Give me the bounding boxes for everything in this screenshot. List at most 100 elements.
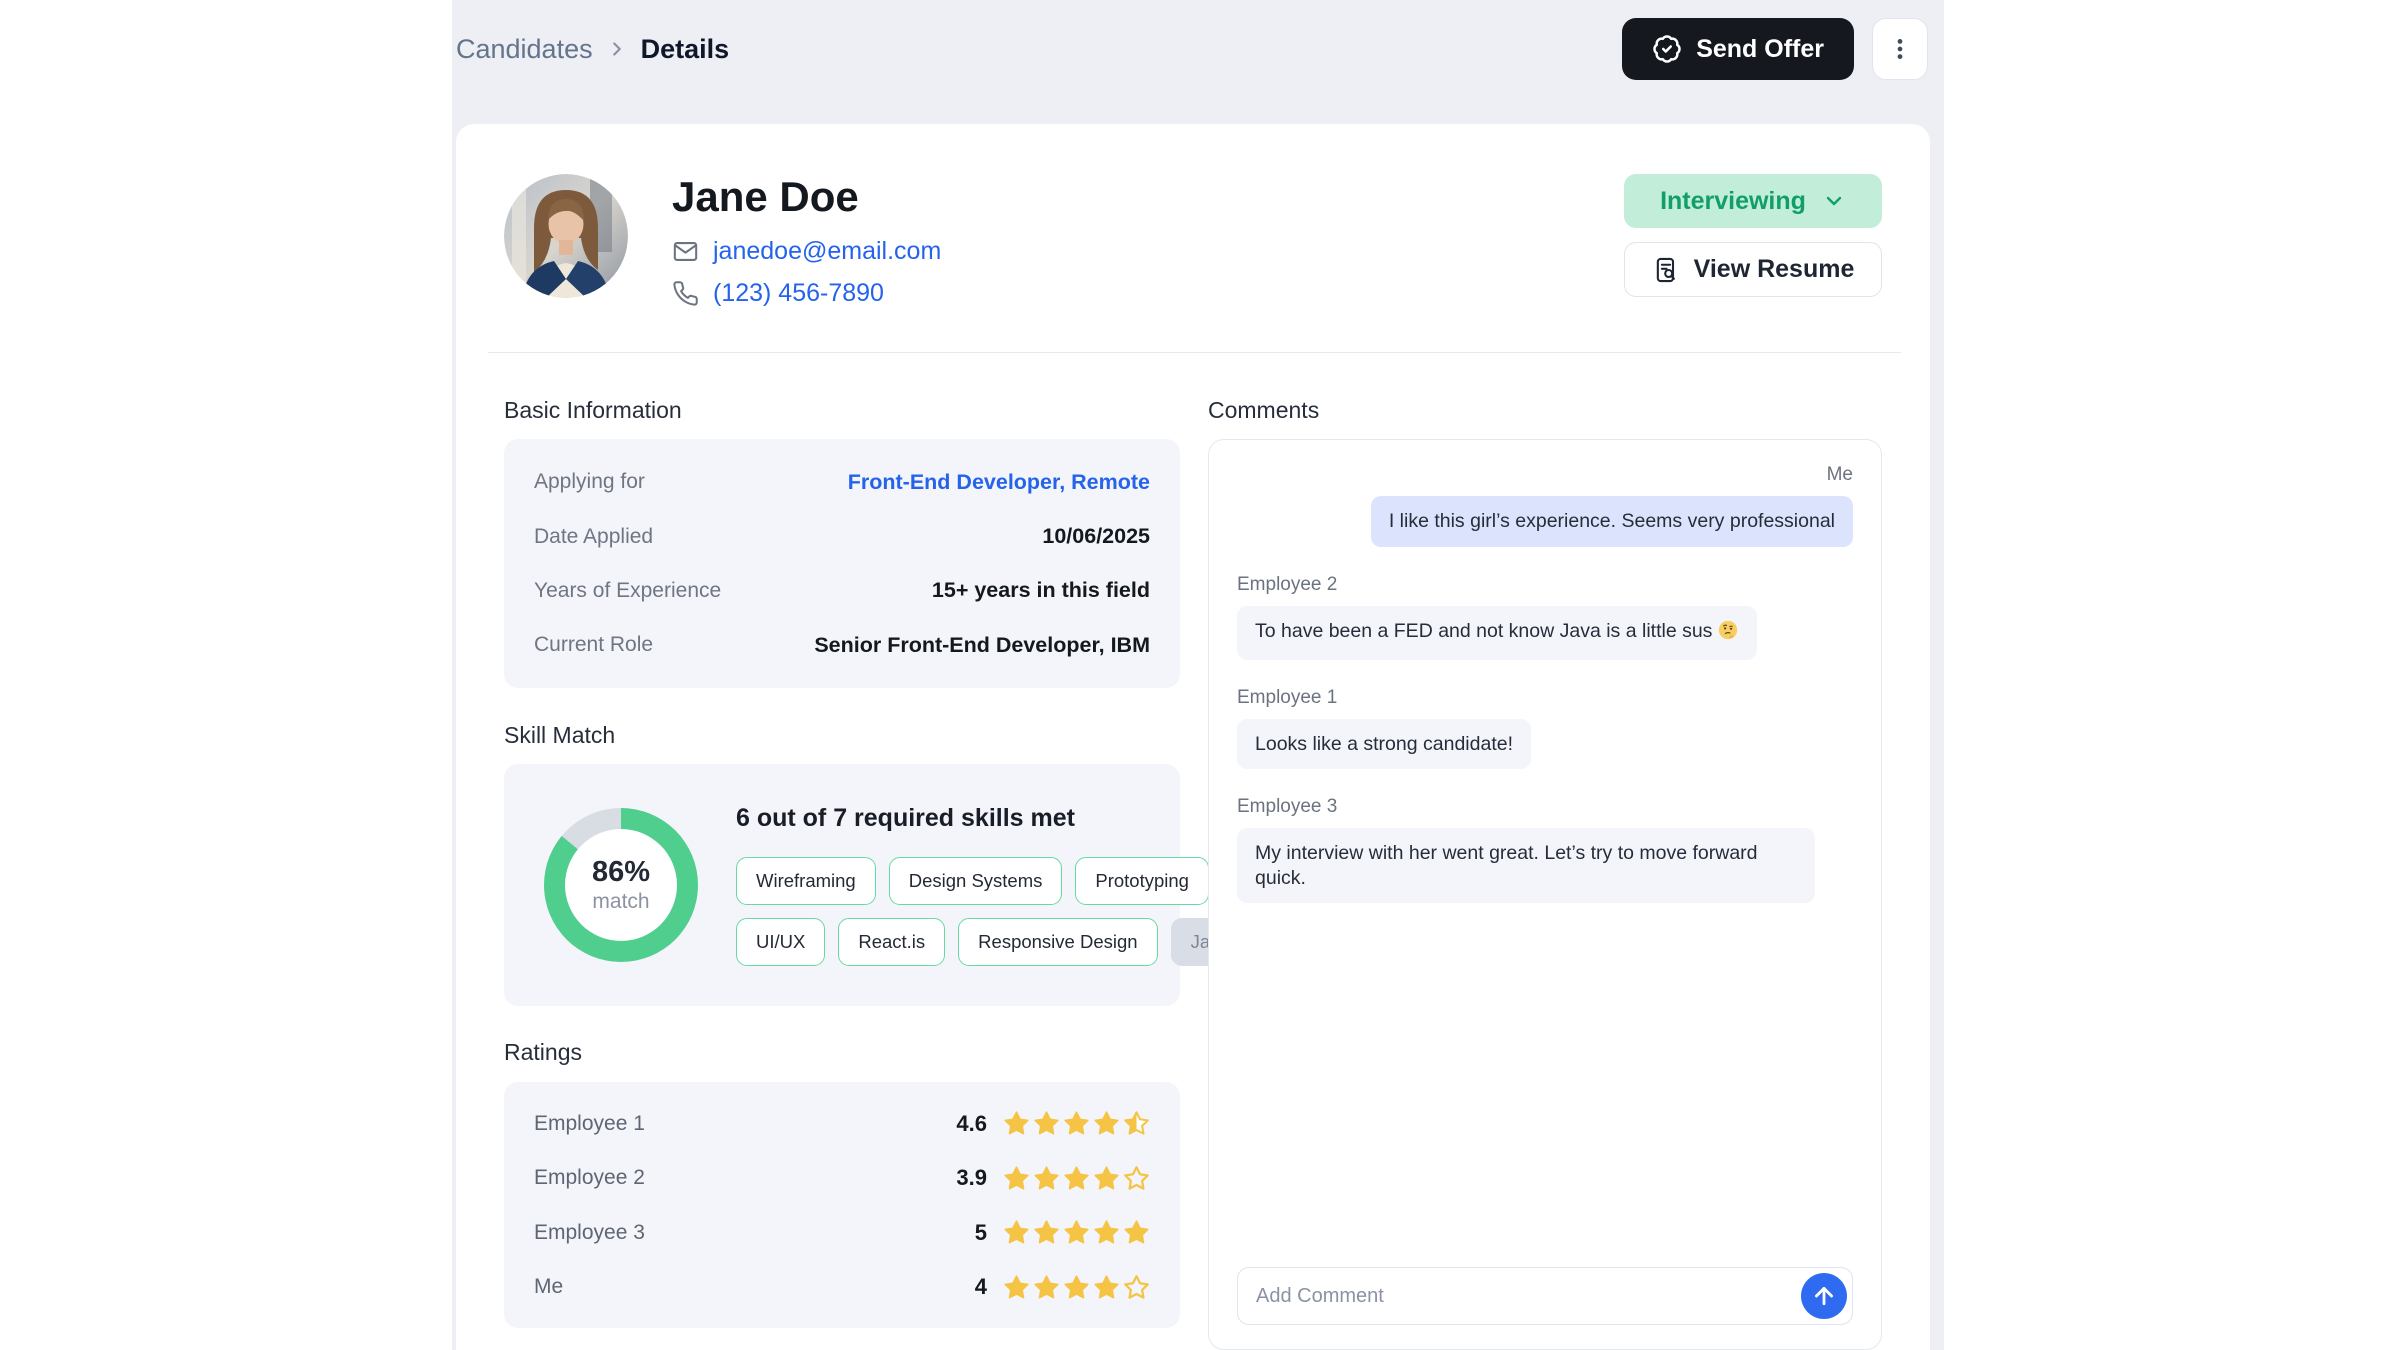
star-full-icon <box>1003 1219 1030 1246</box>
mail-icon <box>672 238 699 265</box>
view-resume-label: View Resume <box>1693 255 1855 283</box>
avatar <box>504 174 628 298</box>
rating-value: 5 <box>974 1219 987 1245</box>
comment-author: Employee 2 <box>1237 573 1338 595</box>
chevron-right-icon <box>606 38 628 60</box>
topbar: Candidates Details Send Offer <box>452 0 1944 98</box>
star-full-icon <box>1003 1110 1030 1137</box>
comments-thread: Me I like this girl’s experience. Seems v… <box>1237 464 1853 1267</box>
more-options-button[interactable] <box>1872 18 1928 80</box>
comment-author: Me <box>1826 464 1853 486</box>
rating-name: Employee 1 <box>534 1111 645 1135</box>
skill-right-block: 6 out of 7 required skills met Wireframi… <box>736 804 1250 967</box>
match-percent: 86% <box>591 856 651 889</box>
rating-stars <box>1003 1274 1150 1301</box>
header-actions: Interviewing View Resume <box>1624 174 1882 297</box>
comment-group: Employee 2 To have been a FED and not kno… <box>1237 573 1853 661</box>
rating-right: 5 <box>975 1219 1150 1246</box>
phone-link[interactable]: (123) 456-7890 <box>713 279 884 308</box>
star-full-icon <box>1063 1219 1090 1246</box>
star-full-icon <box>1093 1165 1120 1192</box>
comment-bubble: To have been a FED and not know Java is … <box>1237 605 1758 661</box>
basic-info-title: Basic Information <box>504 397 682 424</box>
star-full-icon <box>1093 1274 1120 1301</box>
content-column: Candidates Details Send Offer <box>452 0 1944 1350</box>
ratings-title: Ratings <box>504 1039 582 1066</box>
header-divider <box>488 352 1901 354</box>
comment-input[interactable] <box>1237 1267 1853 1326</box>
thinking-emoji <box>1717 620 1739 646</box>
skills-met-headline: 6 out of 7 required skills met <box>736 804 1075 833</box>
skill-chip-matched: UI/UX <box>736 918 826 967</box>
star-full-icon <box>1033 1110 1060 1137</box>
rating-value: 4.6 <box>956 1110 987 1136</box>
badge-check-icon <box>1652 34 1682 64</box>
arrow-up-icon <box>1811 1283 1837 1309</box>
file-search-icon <box>1652 256 1680 284</box>
info-value: 10/06/2025 <box>1042 524 1150 549</box>
comment-author: Employee 1 <box>1237 687 1338 709</box>
info-row: Current Role Senior Front-End Developer, … <box>534 633 1150 658</box>
phone-icon <box>672 280 699 307</box>
view-resume-button[interactable]: View Resume <box>1624 242 1882 297</box>
topbar-actions: Send Offer <box>1622 18 1928 80</box>
info-label: Date Applied <box>534 524 654 548</box>
star-full-icon <box>1123 1219 1150 1246</box>
send-comment-button[interactable] <box>1801 1273 1847 1320</box>
rating-right: 3.9 <box>956 1165 1150 1192</box>
left-column: Basic Information Applying for Front-End … <box>504 397 1250 1350</box>
breadcrumb-candidates[interactable]: Candidates <box>456 33 593 64</box>
info-value: 15+ years in this field <box>931 578 1150 603</box>
rating-stars <box>1003 1165 1150 1192</box>
info-row: Years of Experience 15+ years in this fie… <box>534 578 1150 603</box>
ratings-card: Employee 1 4.6 Employee 2 3.9 Employee 3 5 Me 4 <box>504 1082 1180 1329</box>
email-link[interactable]: janedoe@email.com <box>713 237 942 266</box>
star-half-icon <box>1123 1110 1150 1137</box>
right-column: Comments Me I like this girl’s experience… <box>1208 397 1882 1350</box>
donut-center: 86% match <box>565 829 677 942</box>
rating-row: Employee 2 3.9 <box>534 1165 1150 1192</box>
info-label: Years of Experience <box>534 578 722 602</box>
skill-chip-row: Wireframing Design Systems Prototyping <box>736 857 1250 906</box>
rating-right: 4 <box>975 1274 1150 1301</box>
comment-group: Employee 1 Looks like a strong candidate! <box>1237 687 1853 770</box>
rating-value: 3.9 <box>956 1165 987 1191</box>
breadcrumb: Candidates Details <box>456 34 729 65</box>
comment-bubble: Looks like a strong candidate! <box>1237 719 1531 770</box>
star-full-icon <box>1003 1274 1030 1301</box>
star-full-icon <box>1033 1165 1060 1192</box>
star-full-icon <box>1003 1165 1030 1192</box>
rating-name: Employee 2 <box>534 1166 645 1190</box>
comment-bubble: My interview with her went great. Let’s … <box>1237 828 1816 904</box>
info-label: Applying for <box>534 470 645 494</box>
match-percent-sub-label: match <box>592 890 650 914</box>
candidate-name: Jane Doe <box>672 173 859 220</box>
rating-row: Employee 1 4.6 <box>534 1110 1150 1137</box>
send-offer-button[interactable]: Send Offer <box>1622 18 1854 80</box>
status-dropdown[interactable]: Interviewing <box>1624 174 1882 228</box>
profile-header: Jane Doe janedoe@email.com (123) 456-789… <box>504 124 1882 308</box>
chevron-down-icon <box>1822 189 1846 213</box>
info-row: Applying for Front-End Developer, Remote <box>534 470 1150 495</box>
comment-bubble: I like this girl’s experience. Seems ver… <box>1370 496 1853 547</box>
status-label: Interviewing <box>1660 186 1806 215</box>
rating-row: Me 4 <box>534 1274 1150 1301</box>
skill-match-card: 86% match 6 out of 7 required skills met… <box>504 764 1250 1007</box>
comment-group: Employee 3 My interview with her went gre… <box>1237 796 1853 904</box>
comment-group: Me I like this girl’s experience. Seems v… <box>1237 464 1853 547</box>
info-row: Date Applied 10/06/2025 <box>534 524 1150 549</box>
star-full-icon <box>1063 1110 1090 1137</box>
send-offer-label: Send Offer <box>1696 34 1824 63</box>
star-empty-icon <box>1123 1165 1150 1192</box>
skill-chip-matched: Responsive Design <box>958 918 1158 967</box>
comment-author: Employee 3 <box>1237 796 1338 818</box>
star-full-icon <box>1063 1274 1090 1301</box>
phone-row: (123) 456-7890 <box>672 279 941 308</box>
rating-stars <box>1003 1110 1150 1137</box>
rating-right: 4.6 <box>956 1110 1150 1137</box>
info-value-link[interactable]: Front-End Developer, Remote <box>847 469 1150 494</box>
skill-chips: Wireframing Design Systems Prototyping UI/U… <box>736 857 1250 967</box>
breadcrumb-details: Details <box>640 33 730 64</box>
